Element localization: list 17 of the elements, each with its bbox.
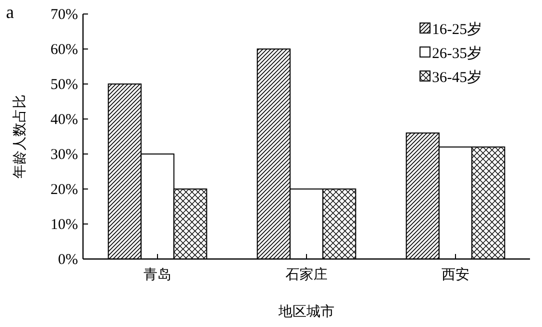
- y-tick-label: 20%: [50, 182, 78, 198]
- legend-label: 36-45岁: [432, 69, 482, 86]
- x-tick-label: 青岛: [144, 267, 172, 283]
- x-tick-label: 石家庄: [286, 267, 328, 283]
- x-tick-label: 西安: [442, 267, 470, 283]
- y-tick-label: 10%: [50, 217, 78, 233]
- y-axis-title: 年龄人数占比: [12, 94, 28, 178]
- text: a: [6, 2, 14, 22]
- y-tick-label: 40%: [50, 112, 78, 128]
- x-axis-title: 地区城市: [278, 304, 334, 320]
- y-tick-label: 70%: [50, 7, 78, 23]
- y-tick-label: 50%: [50, 77, 78, 93]
- y-tick-label: 0%: [58, 252, 78, 268]
- y-tick-label: 60%: [50, 42, 78, 58]
- y-tick-label: 30%: [50, 147, 78, 163]
- legend-label: 16-25岁: [432, 21, 482, 38]
- legend-label: 26-35岁: [432, 45, 482, 62]
